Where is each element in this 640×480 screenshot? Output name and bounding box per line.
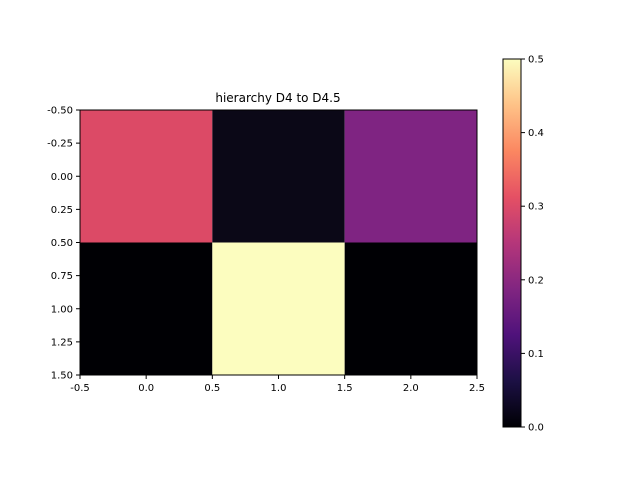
colorbar-axis: 0.0 0.1 0.2 0.3 0.4 0.5	[521, 55, 544, 434]
colorbar-tick-label: 0.2	[528, 275, 544, 286]
x-tick-label: 1.0	[271, 383, 287, 394]
y-tick-label: 1.50	[51, 371, 73, 382]
heatmap-cell-r0-c1	[212, 110, 345, 243]
y-tick-label: 0.00	[51, 172, 73, 183]
x-tick-label: 0.5	[204, 383, 220, 394]
y-tick-label: 0.25	[51, 205, 73, 216]
y-tick-label: 0.75	[51, 271, 73, 282]
x-axis: -0.5 0.0 0.5 1.0 1.5 2.0 2.5	[70, 375, 485, 394]
heatmap-cell-r1-c1	[212, 242, 345, 375]
colorbar	[502, 58, 522, 428]
colorbar-tick-label: 0.4	[528, 128, 544, 139]
y-tick-label: 1.25	[51, 337, 73, 348]
y-tick-label: 0.50	[51, 238, 73, 249]
x-tick-label: 2.5	[469, 383, 485, 394]
y-tick-label: -0.50	[47, 106, 73, 117]
x-tick-label: 1.5	[337, 383, 353, 394]
y-tick-label: -0.25	[47, 139, 73, 150]
heatmap-cell-r0-c2	[344, 110, 477, 243]
colorbar-tick-label: 0.5	[528, 55, 544, 66]
y-axis: -0.50 -0.25 0.00 0.25 0.50 0.75 1.00 1.25 1.50	[47, 106, 80, 382]
heatmap-cell-r1-c2	[344, 242, 477, 375]
colorbar-tick-label: 0.1	[528, 349, 544, 360]
colorbar-tick-label: 0.3	[528, 202, 544, 213]
x-tick-label: -0.5	[70, 383, 90, 394]
heatmap-cells	[80, 110, 477, 375]
colorbar-tick-label: 0.0	[528, 423, 544, 434]
heatmap-cell-r0-c0	[80, 110, 213, 243]
heatmap-cell-r1-c0	[80, 242, 213, 375]
x-tick-label: 0.0	[138, 383, 154, 394]
y-tick-label: 1.00	[51, 304, 73, 315]
x-tick-label: 2.0	[403, 383, 419, 394]
chart-title: hierarchy D4 to D4.5	[215, 91, 340, 105]
